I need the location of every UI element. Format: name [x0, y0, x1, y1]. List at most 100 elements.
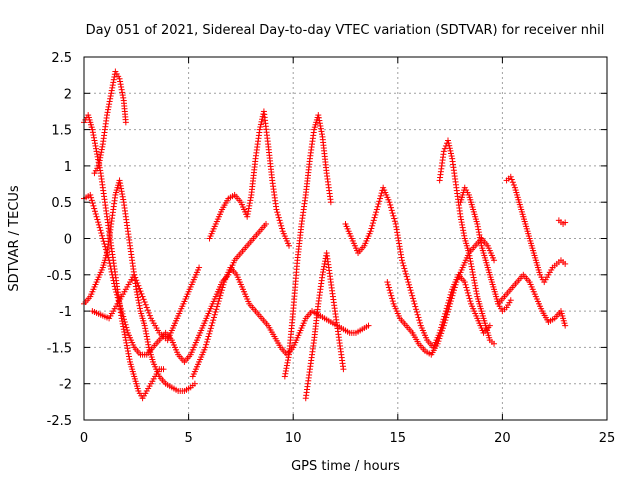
data-point [474, 223, 481, 230]
data-point [97, 152, 104, 159]
x-tick-label: 25 [599, 431, 616, 446]
data-point [218, 287, 225, 294]
data-point [143, 330, 150, 337]
data-point [391, 218, 398, 225]
data-point [97, 227, 104, 234]
data-point [388, 292, 395, 299]
data-point [275, 211, 282, 218]
data-point [110, 79, 117, 86]
data-point [246, 202, 253, 209]
data-point [109, 84, 116, 91]
data-point [282, 367, 289, 374]
data-point [132, 274, 139, 281]
data-point [144, 336, 151, 343]
data-point [470, 274, 477, 281]
data-point [509, 179, 516, 186]
data-point [443, 314, 450, 321]
data-point [285, 354, 292, 361]
data-point [369, 220, 376, 227]
data-point [216, 295, 223, 302]
data-point [203, 341, 210, 348]
data-point [117, 81, 124, 88]
data-point [245, 205, 252, 212]
data-point [91, 208, 98, 215]
data-point [256, 126, 263, 133]
data-point [276, 217, 283, 224]
data-point [377, 195, 384, 202]
data-point [117, 180, 124, 187]
data-point [102, 243, 109, 250]
data-point [125, 350, 132, 357]
data-point [562, 322, 569, 329]
data-point [320, 269, 327, 276]
grid-lines [84, 57, 607, 420]
data-point [467, 258, 474, 265]
data-point [440, 148, 447, 155]
data-point [441, 319, 448, 326]
data-point [466, 295, 473, 302]
data-point [122, 119, 129, 126]
data-point [215, 298, 222, 305]
data-point [368, 225, 375, 232]
data-point [143, 304, 150, 311]
data-point [318, 128, 325, 135]
data-point [466, 252, 473, 259]
data-point [452, 281, 459, 288]
axis-ticks: 0 5 10 15 20 25 -2.5 -2 -1.5 -1 -0.5 0 0.5 1 1.5 2 2.5 [47, 51, 616, 446]
data-point [89, 200, 96, 207]
data-point [208, 322, 215, 329]
data-point [119, 193, 126, 200]
data-point [99, 235, 106, 242]
data-point [327, 199, 334, 206]
data-point [205, 333, 212, 340]
data-point [315, 114, 322, 121]
y-tick-label: 0 [64, 233, 72, 248]
data-point [277, 220, 284, 227]
data-point [247, 194, 254, 201]
data-point [475, 226, 482, 233]
data-point [284, 359, 291, 366]
data-point [377, 192, 384, 199]
data-point [87, 191, 94, 198]
data-point [116, 75, 123, 82]
data-point [465, 250, 472, 257]
data-point [94, 151, 101, 158]
data-point [477, 240, 484, 247]
y-tick-label: -2 [59, 378, 72, 393]
data-point [120, 94, 127, 101]
data-point [464, 287, 471, 294]
data-point [218, 289, 225, 296]
data-point [107, 93, 114, 100]
data-point [319, 271, 326, 278]
data-point [119, 318, 126, 325]
data-point [475, 229, 482, 236]
data-point [464, 289, 471, 296]
data-point [244, 213, 251, 220]
data-point [120, 196, 127, 203]
y-tick-label: 1.5 [51, 124, 72, 139]
data-point [463, 284, 470, 291]
data-point [93, 145, 100, 152]
data-point [388, 204, 395, 211]
data-point [473, 288, 480, 295]
data-point [145, 341, 152, 348]
data-point [89, 126, 96, 133]
data-point [88, 197, 95, 204]
data-point [93, 148, 100, 155]
data-point [472, 282, 479, 289]
data-point [99, 232, 106, 239]
data-point [438, 330, 445, 337]
data-point [211, 311, 218, 318]
data-point [137, 288, 144, 295]
x-tick-label: 10 [285, 431, 302, 446]
data-point [118, 185, 125, 192]
data-point [281, 373, 288, 380]
data-point [406, 281, 413, 288]
data-point [140, 296, 147, 303]
data-point [437, 332, 444, 339]
data-point [477, 237, 484, 244]
data-point [105, 106, 112, 113]
data-point [369, 222, 376, 229]
data-point [443, 311, 450, 318]
data-point [97, 154, 104, 161]
